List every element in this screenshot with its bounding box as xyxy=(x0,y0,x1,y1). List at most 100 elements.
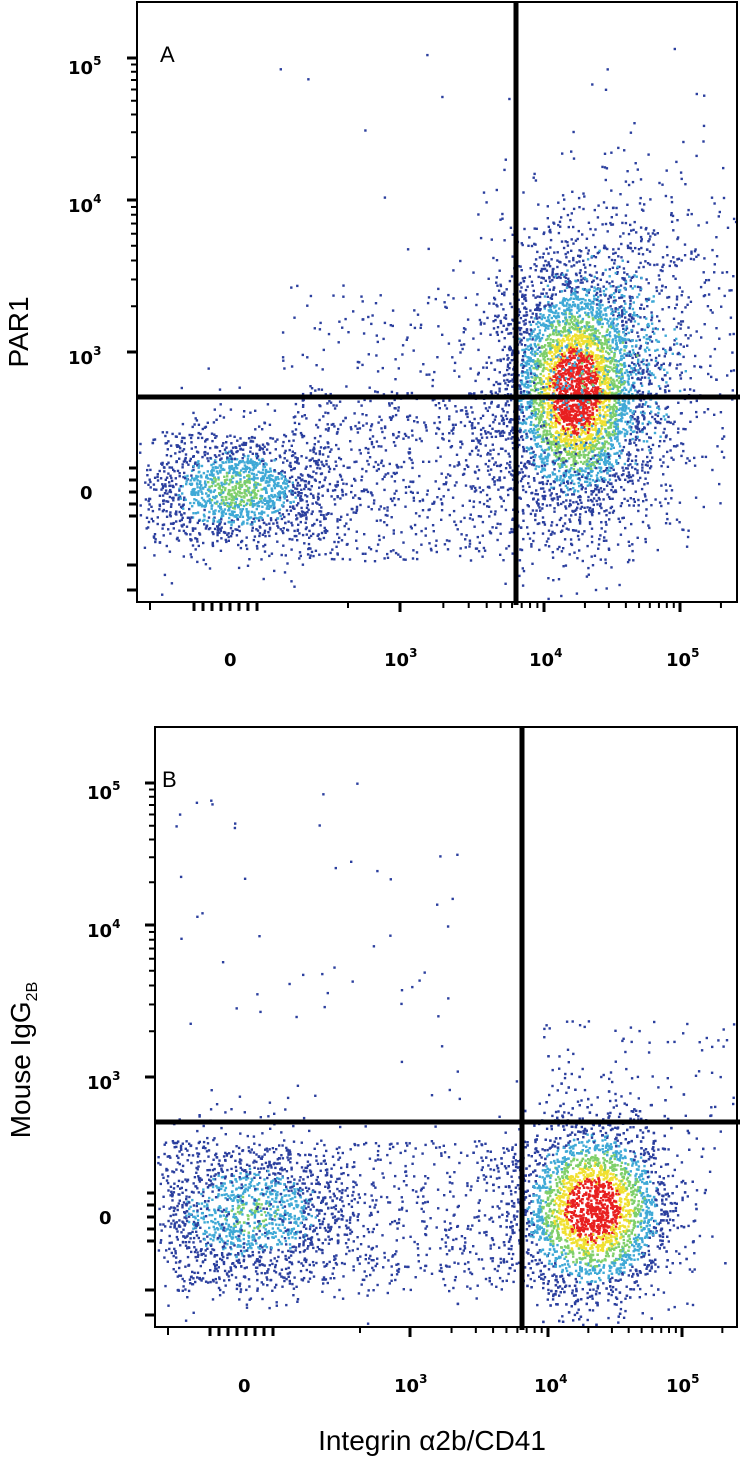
panel-a-dot xyxy=(590,353,593,357)
panel-a-dot xyxy=(182,507,185,510)
panel-a-dot xyxy=(564,316,568,319)
panel-a-dot xyxy=(521,293,524,296)
panel-a-dot xyxy=(503,316,506,319)
panel-a-dot xyxy=(562,460,565,463)
panel-a-dot xyxy=(274,510,278,513)
panel-a-dot xyxy=(159,477,163,480)
panel-a-dot xyxy=(588,509,591,512)
panel-a-dot xyxy=(607,419,610,422)
panel-a-dot xyxy=(589,372,592,376)
panel-a-dot xyxy=(224,512,228,515)
panel-a-dot xyxy=(598,381,602,384)
panel-a-dot xyxy=(533,408,536,411)
panel-a-dot xyxy=(197,460,200,463)
panel-a-dot xyxy=(623,435,627,438)
panel-a-dot xyxy=(569,319,572,322)
panel-a-dot xyxy=(581,317,585,321)
panel-a-dot xyxy=(585,340,588,343)
panel-a-dot xyxy=(168,513,172,517)
panel-a-dot xyxy=(258,446,262,449)
panel-a-dot xyxy=(165,515,169,518)
panel-a-dot xyxy=(568,310,572,313)
panel-a-dot xyxy=(551,272,554,275)
panel-a-dot xyxy=(289,505,292,508)
panel-a-dot xyxy=(616,364,619,367)
panel-a-dot xyxy=(552,311,555,314)
panel-a-dot xyxy=(282,440,285,444)
panel-a-dot xyxy=(658,354,661,357)
panel-a-dot xyxy=(231,514,235,517)
panel-a-dot xyxy=(268,554,271,558)
panel-a-dot xyxy=(603,423,606,427)
panel-a-dot xyxy=(600,346,603,350)
panel-a-dot xyxy=(666,420,669,424)
panel-a-dot xyxy=(197,464,201,467)
panel-a-dot xyxy=(591,437,594,440)
panel-a-dot xyxy=(263,503,267,506)
panel-a-dot xyxy=(534,411,537,414)
panel-a-dot xyxy=(236,482,239,485)
panel-a-dot xyxy=(327,470,331,473)
panel-a-dot xyxy=(518,408,521,411)
panel-a-dot xyxy=(254,481,257,484)
panel-a-dot xyxy=(213,480,216,483)
panel-a-dot xyxy=(541,516,545,519)
panel-a-dot xyxy=(561,433,564,436)
panel-a-dot xyxy=(594,480,597,483)
panel-a-dot xyxy=(608,457,611,461)
panel-a-dot xyxy=(543,231,546,234)
panel-a-dot xyxy=(241,508,245,511)
panel-a-dot xyxy=(224,487,227,490)
panel-a-dot xyxy=(568,468,572,471)
panel-a-dot xyxy=(199,503,202,507)
panel-a-dot xyxy=(267,470,270,473)
panel-a-dot xyxy=(576,506,579,509)
panel-a-dot xyxy=(608,352,611,356)
panel-a-dot xyxy=(228,469,232,472)
panel-a-dot xyxy=(180,513,183,516)
panel-a-dot xyxy=(628,352,632,355)
panel-a-dot xyxy=(612,363,616,366)
panel-a-dot xyxy=(534,334,537,337)
panel-a-dot xyxy=(595,380,598,383)
panel-a-dot xyxy=(511,441,514,445)
panel-a-dot xyxy=(325,463,328,466)
panel-a-dot xyxy=(183,458,187,461)
panel-a-dot xyxy=(221,444,224,447)
panel-a-dot xyxy=(578,337,581,340)
panel-a-dot xyxy=(620,348,623,351)
panel-a-dot xyxy=(569,538,573,541)
panel-a-dot xyxy=(176,445,179,448)
panel-a-dot xyxy=(525,347,528,351)
panel-a-dot xyxy=(566,251,570,254)
panel-a-dot xyxy=(185,525,189,528)
panel-a-dot xyxy=(627,383,630,386)
panel-a-dot xyxy=(547,345,550,348)
panel-a-dot xyxy=(186,516,190,519)
panel-a-dot xyxy=(559,399,562,403)
panel-a-dot xyxy=(585,439,588,442)
panel-a-dot xyxy=(568,260,571,263)
panel-a-dot xyxy=(605,330,609,333)
panel-a-dot xyxy=(638,354,641,357)
panel-a-dot xyxy=(206,457,209,460)
panel-a-dot xyxy=(223,502,226,505)
panel-a-dot xyxy=(312,448,315,451)
panel-a-dot xyxy=(276,517,280,520)
panel-a-dot xyxy=(547,392,551,395)
panel-a-dot xyxy=(273,470,277,473)
panel-a-dot xyxy=(246,474,249,477)
panel-a-dot xyxy=(629,463,632,466)
panel-a-dot xyxy=(145,516,149,519)
panel-a-dot xyxy=(156,479,160,482)
panel-a-dot xyxy=(601,477,604,481)
panel-a-dot xyxy=(235,467,239,470)
panel-a-dot xyxy=(312,496,315,499)
panel-a-dot xyxy=(555,316,558,320)
panel-a-dot xyxy=(506,400,509,403)
panel-a-dot xyxy=(169,454,173,458)
panel-a-dot xyxy=(613,259,617,262)
panel-a-dot xyxy=(225,496,228,499)
panel-a-dot xyxy=(207,481,210,484)
panel-a-dot xyxy=(559,516,563,520)
